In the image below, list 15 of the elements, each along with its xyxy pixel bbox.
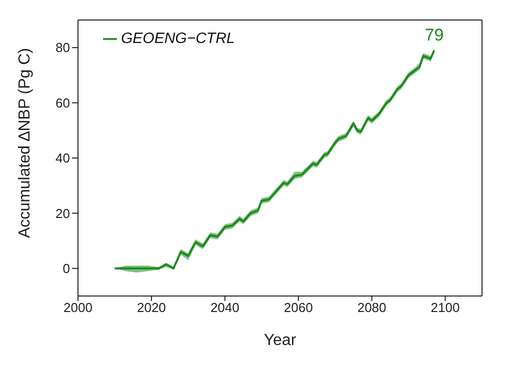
y-tick-label: 0 [62,261,70,276]
x-tick-label: 2080 [357,300,386,316]
y-tick-label: 20 [56,206,70,221]
y-tick-label: 40 [56,150,70,166]
y-axis-title: Accumulated ∆NBP (Pg C) [16,48,34,238]
y-tick-label: 80 [56,40,70,56]
x-tick-label: 2000 [64,300,92,316]
legend-label: GEOENG−CTRL [121,30,235,47]
x-tick-label: 2020 [136,300,166,316]
y-tick-label: 60 [56,95,70,110]
annotation: 79 [424,25,444,44]
x-axis-title: Year [264,332,297,349]
x-tick-label: 2100 [430,300,460,316]
x-tick-label: 2040 [210,300,240,316]
x-tick-label: 2060 [284,300,313,316]
